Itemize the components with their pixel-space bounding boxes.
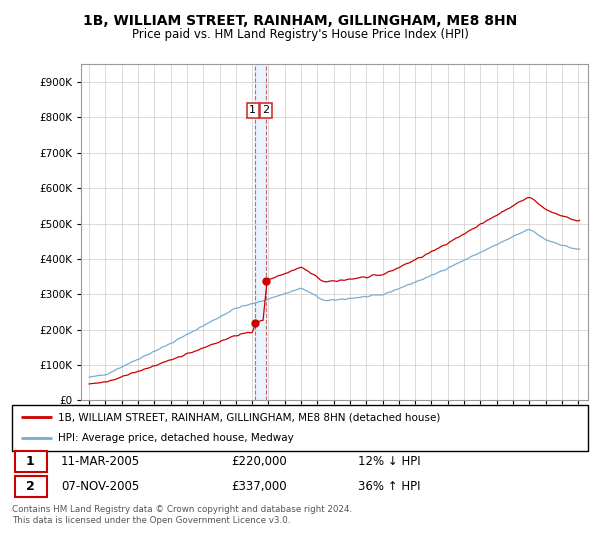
Bar xyxy=(15,476,47,497)
Text: £337,000: £337,000 xyxy=(231,480,287,493)
Text: 1: 1 xyxy=(26,455,35,468)
Text: 2: 2 xyxy=(262,105,269,115)
Text: 1B, WILLIAM STREET, RAINHAM, GILLINGHAM, ME8 8HN: 1B, WILLIAM STREET, RAINHAM, GILLINGHAM,… xyxy=(83,14,517,28)
Text: 36% ↑ HPI: 36% ↑ HPI xyxy=(358,480,420,493)
Text: 07-NOV-2005: 07-NOV-2005 xyxy=(61,480,139,493)
Bar xyxy=(255,64,266,400)
Text: 1: 1 xyxy=(250,105,256,115)
Text: 1B, WILLIAM STREET, RAINHAM, GILLINGHAM, ME8 8HN (detached house): 1B, WILLIAM STREET, RAINHAM, GILLINGHAM,… xyxy=(58,412,440,422)
Text: Contains HM Land Registry data © Crown copyright and database right 2024.
This d: Contains HM Land Registry data © Crown c… xyxy=(12,505,352,525)
Text: 2: 2 xyxy=(26,480,35,493)
Text: 12% ↓ HPI: 12% ↓ HPI xyxy=(358,455,420,468)
Text: Price paid vs. HM Land Registry's House Price Index (HPI): Price paid vs. HM Land Registry's House … xyxy=(131,28,469,41)
Text: £220,000: £220,000 xyxy=(231,455,287,468)
Text: 11-MAR-2005: 11-MAR-2005 xyxy=(61,455,140,468)
Bar xyxy=(15,451,47,472)
Bar xyxy=(578,64,588,400)
Text: HPI: Average price, detached house, Medway: HPI: Average price, detached house, Medw… xyxy=(58,433,294,444)
